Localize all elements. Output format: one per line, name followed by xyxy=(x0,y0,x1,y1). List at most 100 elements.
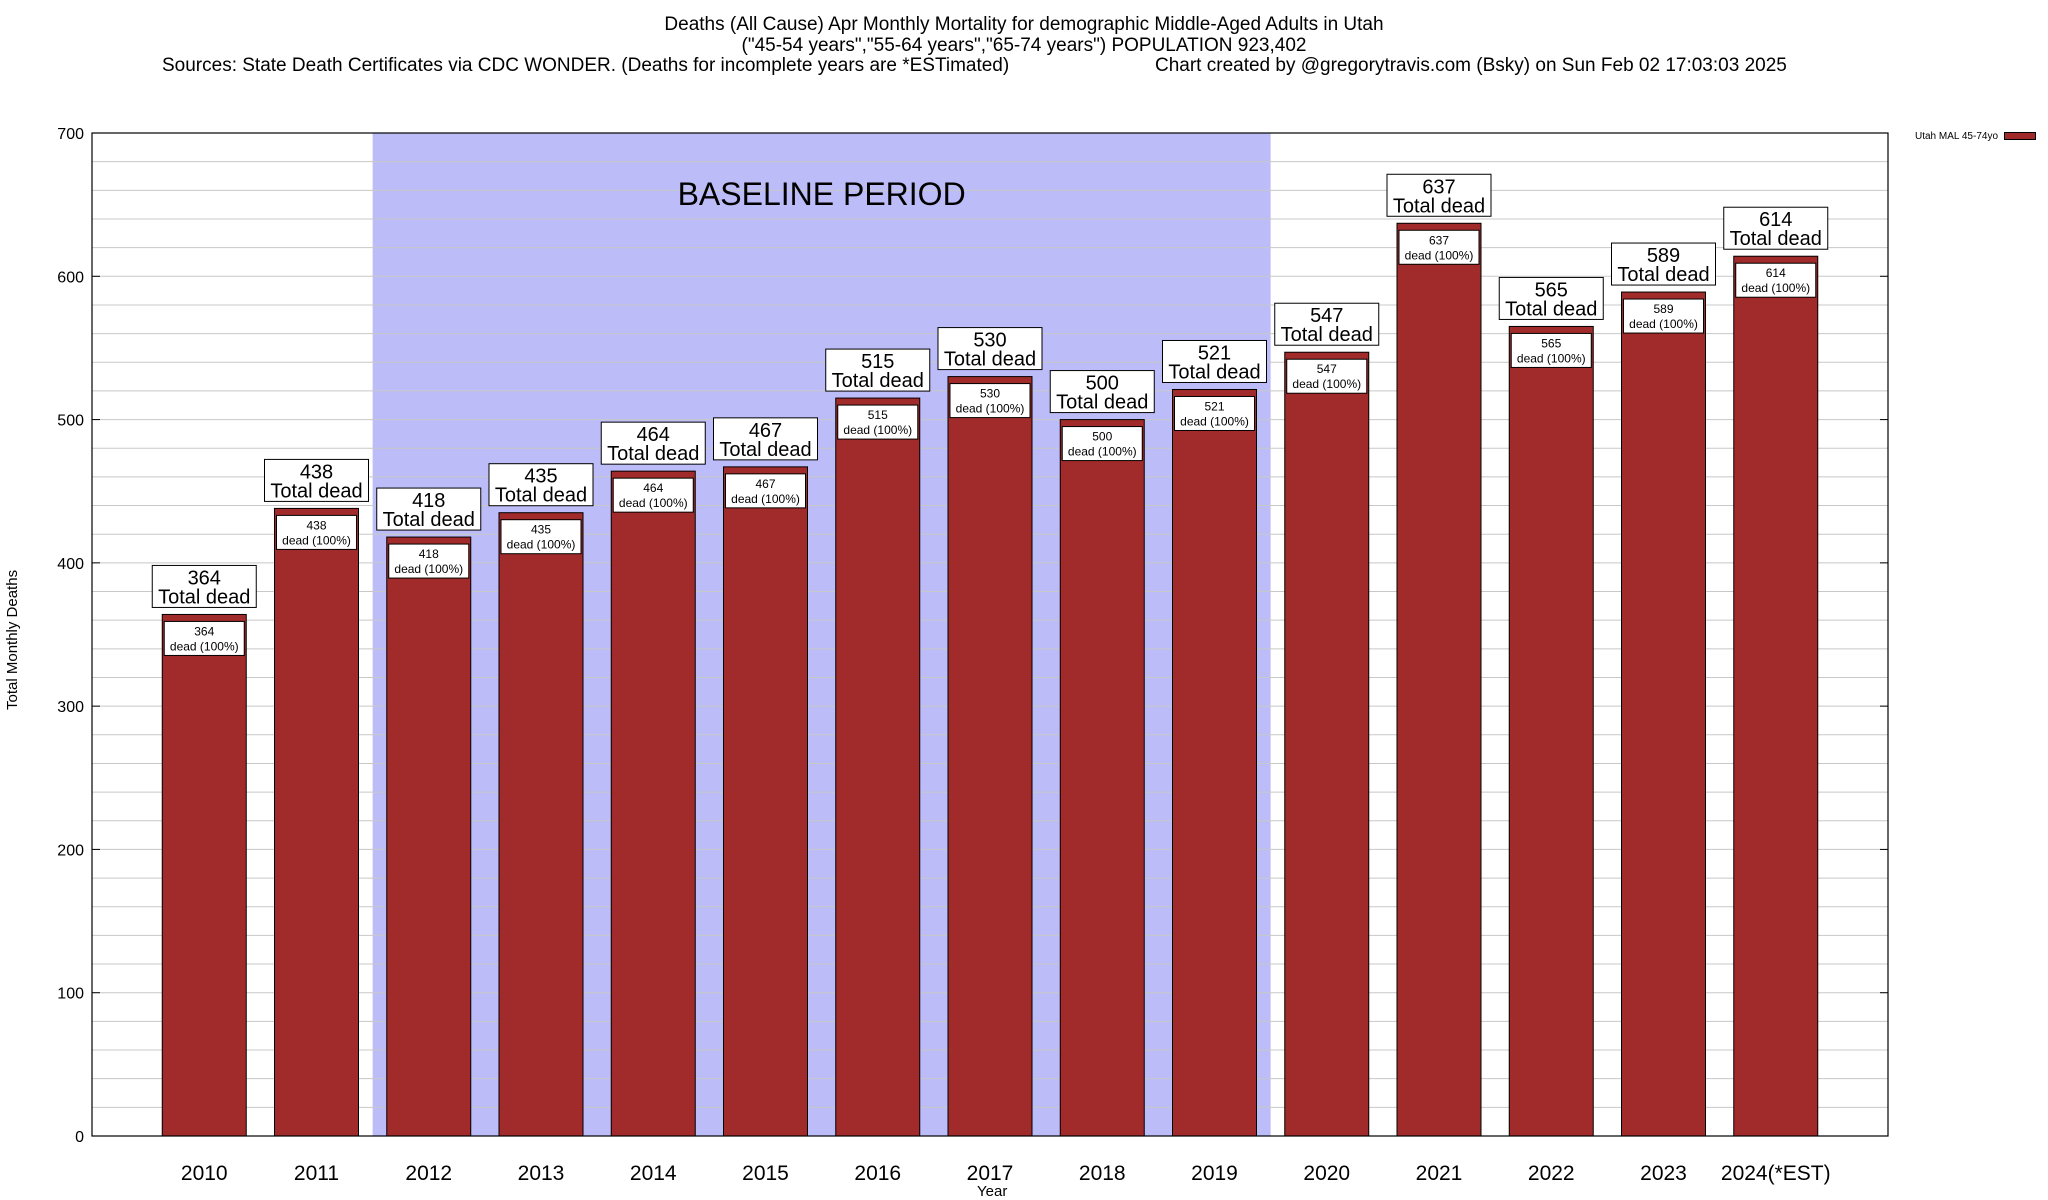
bar-outer-label-box xyxy=(1162,339,1267,383)
bar-inner-value: 515 xyxy=(868,408,888,422)
bar-total-label: Total dead xyxy=(1505,298,1597,320)
bar-value-label: 521 xyxy=(1198,342,1231,364)
y-axis-label: Total Monthly Deaths xyxy=(4,569,21,710)
bar xyxy=(1733,255,1819,1137)
bar-value-label: 438 xyxy=(300,461,333,483)
bar-total-label: Total dead xyxy=(495,485,587,507)
x-tick-label: 2024(*EST) xyxy=(1721,1162,1831,1185)
bar-value-label: 418 xyxy=(412,490,445,512)
bar-inner-value: 614 xyxy=(1766,266,1786,280)
x-tick-label: 2022 xyxy=(1528,1162,1575,1185)
bar-total-label: Total dead xyxy=(1168,361,1260,383)
y-tick-label: 500 xyxy=(57,413,84,430)
chart-credit: Chart created by @gregorytravis.com (Bsk… xyxy=(1155,55,1787,76)
legend: Utah MAL 45-74yo xyxy=(1915,131,2037,142)
y-tick-label: 300 xyxy=(57,699,84,716)
bar-inner-label-box xyxy=(1510,332,1592,368)
bar-total-label: Total dead xyxy=(944,349,1036,371)
x-tick-label: 2020 xyxy=(1303,1162,1350,1185)
bar-outer-label-box xyxy=(937,327,1043,371)
bar-outer-label-box xyxy=(376,487,482,531)
bar-value-label: 515 xyxy=(861,351,894,373)
bar-inner-value: 418 xyxy=(419,547,439,561)
bar-total-label: Total dead xyxy=(607,443,699,465)
bar xyxy=(1059,419,1145,1137)
bar xyxy=(947,376,1033,1137)
bar-inner-label: dead (100%) xyxy=(282,533,351,547)
bar xyxy=(1172,388,1257,1137)
bar xyxy=(386,536,472,1137)
bar-total-label: Total dead xyxy=(1617,264,1709,286)
bar xyxy=(498,512,584,1137)
bar-inner-value: 589 xyxy=(1653,302,1673,316)
x-tick-label: 2014 xyxy=(630,1162,677,1185)
bar-outer-label-box xyxy=(1274,302,1380,346)
bar-inner-label-box xyxy=(1398,229,1480,265)
bar-value-label: 547 xyxy=(1310,305,1343,327)
y-tick-label: 700 xyxy=(57,126,84,143)
bar-inner-label-box xyxy=(276,514,357,550)
bar xyxy=(1284,351,1370,1137)
bar-total-label: Total dead xyxy=(1730,228,1822,250)
bar-value-label: 467 xyxy=(749,420,782,442)
bar xyxy=(610,470,696,1137)
x-tick-label: 2019 xyxy=(1191,1162,1238,1185)
bar-inner-label-box xyxy=(1735,262,1817,298)
bar-total-label: Total dead xyxy=(1393,195,1485,217)
y-tick-label: 0 xyxy=(75,1129,84,1146)
bar-inner-label: dead (100%) xyxy=(170,639,239,653)
bar-outer-label-box xyxy=(1723,206,1829,250)
bar-outer-label-box xyxy=(1049,370,1155,414)
y-tick-label: 200 xyxy=(57,842,84,859)
bar-inner-value: 530 xyxy=(980,387,1000,401)
bar-inner-value: 364 xyxy=(194,624,214,638)
bar xyxy=(161,613,247,1137)
bar-inner-label-box xyxy=(163,620,245,656)
bar-value-label: 637 xyxy=(1422,176,1455,198)
x-tick-label: 2015 xyxy=(742,1162,789,1185)
bar-value-label: 614 xyxy=(1759,209,1792,231)
x-tick-label: 2010 xyxy=(181,1162,228,1185)
bar-inner-value: 438 xyxy=(306,518,326,532)
bar-inner-label-box xyxy=(1623,298,1704,334)
bar-total-label: Total dead xyxy=(270,480,362,502)
bar-inner-value: 521 xyxy=(1204,399,1224,413)
legend-swatch xyxy=(2004,132,2037,141)
bar-outer-label-box xyxy=(713,417,818,461)
bar-inner-label: dead (100%) xyxy=(507,538,576,552)
bar-value-label: 589 xyxy=(1647,245,1680,267)
bar-inner-label: dead (100%) xyxy=(619,496,688,510)
bar xyxy=(1621,291,1706,1137)
bar-total-label: Total dead xyxy=(383,509,475,531)
bar-inner-label-box xyxy=(1286,358,1368,394)
bar-inner-label: dead (100%) xyxy=(1292,377,1361,391)
bar-inner-label: dead (100%) xyxy=(1629,317,1698,331)
chart-title-line-1: Deaths (All Cause) Apr Monthly Mortality… xyxy=(664,14,1384,35)
baseline-label: BASELINE PERIOD xyxy=(678,176,966,212)
bar xyxy=(1396,222,1482,1137)
bar-inner-label-box xyxy=(1174,395,1255,431)
bar-outer-label-box xyxy=(1498,276,1604,320)
y-tick-label: 600 xyxy=(57,269,84,286)
bar-total-label: Total dead xyxy=(158,586,250,608)
bar-value-label: 565 xyxy=(1535,279,1568,301)
y-tick-label: 400 xyxy=(57,556,84,573)
bar-value-label: 464 xyxy=(637,424,670,446)
bar-outer-label-box xyxy=(825,348,931,392)
bar-inner-value: 464 xyxy=(643,481,663,495)
bar-inner-label: dead (100%) xyxy=(731,492,800,506)
bar-inner-label-box xyxy=(725,473,806,509)
x-tick-label: 2011 xyxy=(294,1162,339,1185)
plot-frame xyxy=(91,132,1889,1137)
bar-inner-label: dead (100%) xyxy=(1741,281,1810,295)
bar-inner-label-box xyxy=(1061,426,1143,462)
bar-total-label: Total dead xyxy=(1281,324,1373,346)
bar-inner-label-box xyxy=(949,383,1031,419)
bar-inner-label: dead (100%) xyxy=(843,423,912,437)
chart-sources: Sources: State Death Certificates via CD… xyxy=(162,55,1010,76)
bar-inner-label: dead (100%) xyxy=(1517,351,1586,365)
bar-inner-value: 565 xyxy=(1541,336,1561,350)
bar-total-label: Total dead xyxy=(719,439,811,461)
bar-value-label: 435 xyxy=(524,466,557,488)
bar-total-label: Total dead xyxy=(832,370,924,392)
